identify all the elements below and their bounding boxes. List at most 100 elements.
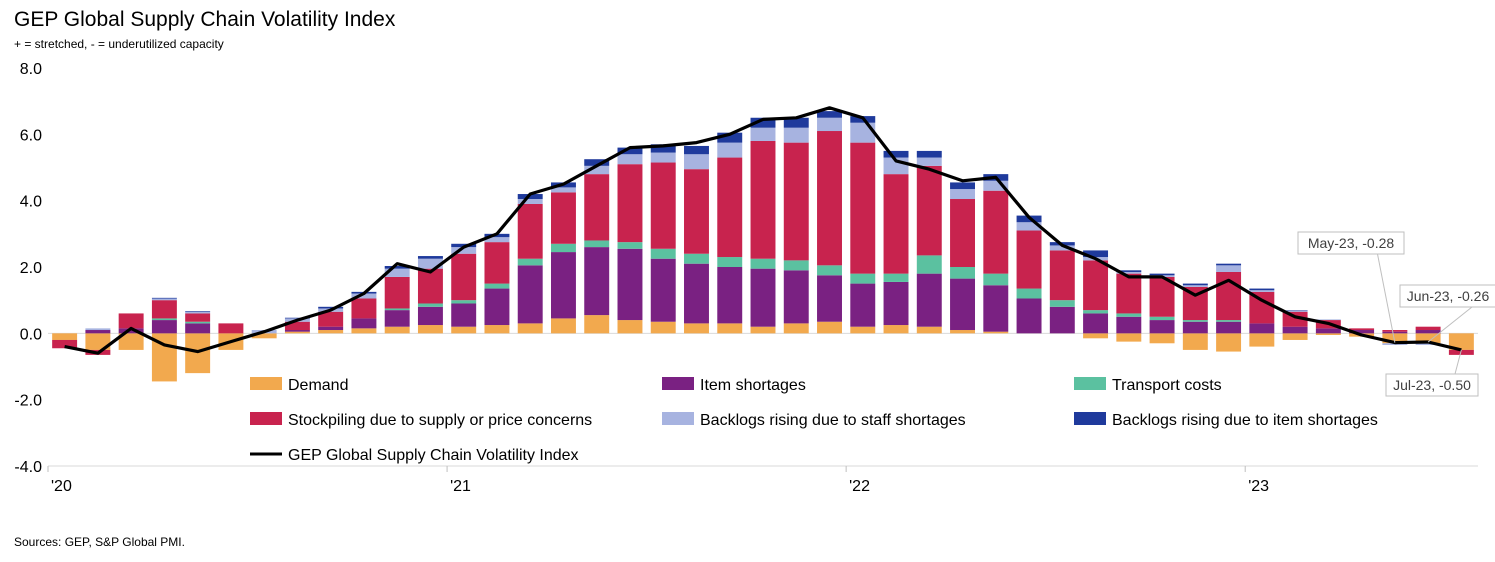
bar-segment xyxy=(118,328,144,334)
bar-segment xyxy=(1083,260,1109,311)
bar-segment xyxy=(1448,349,1474,355)
bar-segment xyxy=(484,283,510,289)
bar-segment xyxy=(484,288,510,326)
bar-segment xyxy=(983,190,1009,274)
bar-segment xyxy=(783,260,809,271)
bar-segment xyxy=(650,321,676,334)
annotation-box xyxy=(1385,373,1479,397)
bar-segment xyxy=(85,328,111,331)
bar-segment xyxy=(1182,333,1208,350)
bar-segment xyxy=(85,333,111,350)
bar-segment xyxy=(750,127,776,141)
bar-segment xyxy=(351,298,377,319)
bar-segment xyxy=(451,326,477,334)
y-tick-label: -2.0 xyxy=(14,393,42,410)
bar-segment xyxy=(1249,290,1275,292)
bar-segment xyxy=(451,253,477,301)
bar-segment xyxy=(650,248,676,259)
bar-segment xyxy=(1149,276,1175,317)
bar-segment xyxy=(983,285,1009,332)
bar-segment xyxy=(251,333,277,339)
bar-segment xyxy=(750,326,776,334)
bar-segment xyxy=(983,331,1009,334)
bar-segment xyxy=(1349,330,1375,334)
annotation-leader xyxy=(1427,306,1473,343)
bar-segment xyxy=(916,326,942,334)
bar-segment xyxy=(717,323,743,334)
bar-segment xyxy=(1182,285,1208,287)
bar-segment xyxy=(1415,333,1441,344)
bar-segment xyxy=(1083,333,1109,339)
bar-segment xyxy=(1382,333,1408,344)
bar-segment xyxy=(1049,245,1075,251)
bar-segment xyxy=(384,266,410,269)
bar-segment xyxy=(916,150,942,158)
bar-segment xyxy=(617,147,643,155)
bar-segment xyxy=(883,273,909,282)
bar-segment xyxy=(384,326,410,334)
y-tick-label: -4.0 xyxy=(14,459,42,476)
bar-segment xyxy=(550,192,576,244)
bar-segment xyxy=(318,330,344,334)
bar-segment xyxy=(584,240,610,248)
bar-segment xyxy=(1016,230,1042,289)
bar-segment xyxy=(1149,333,1175,344)
legend-label: Stockpiling due to supply or price conce… xyxy=(288,412,592,429)
legend-label: Demand xyxy=(288,377,348,394)
bar-segment xyxy=(750,140,776,259)
bar-segment xyxy=(384,276,410,309)
bar-segment xyxy=(1249,291,1275,324)
bar-segment xyxy=(617,154,643,165)
bar-segment xyxy=(883,150,909,158)
bar-segment xyxy=(52,333,78,340)
bar-segment xyxy=(850,283,876,327)
bar-segment xyxy=(584,315,610,334)
bar-segment xyxy=(1116,316,1142,334)
bar-segment xyxy=(617,320,643,334)
bar-segment xyxy=(783,142,809,261)
bar-segment xyxy=(550,187,576,193)
bar-segment xyxy=(318,306,344,309)
bar-segment xyxy=(817,117,842,132)
legend-label: Transport costs xyxy=(1112,377,1222,394)
bar-segment xyxy=(451,247,477,254)
bar-segment xyxy=(717,142,743,158)
bar-segment xyxy=(684,154,709,170)
y-tick-label: 0.0 xyxy=(20,326,42,343)
bar-segment xyxy=(916,165,942,256)
bar-segment xyxy=(883,281,909,326)
bar-segment xyxy=(517,194,543,200)
legend-swatch xyxy=(662,412,694,425)
bar-segment xyxy=(1282,310,1308,312)
bar-segment xyxy=(650,152,676,163)
bar-segment xyxy=(451,303,477,327)
bar-segment xyxy=(950,182,976,190)
bar-segment xyxy=(151,297,177,299)
bar-segment xyxy=(284,317,310,319)
bar-segment xyxy=(1016,298,1042,334)
bar-segment xyxy=(983,273,1009,286)
bar-segment xyxy=(817,131,842,266)
bar-segment xyxy=(185,323,211,334)
bar-segment xyxy=(1249,288,1275,291)
bar-segment xyxy=(1049,300,1075,307)
bar-segment xyxy=(484,242,510,284)
bar-segment xyxy=(284,321,310,331)
bar-segment xyxy=(1016,222,1042,231)
legend-swatch xyxy=(1074,377,1106,390)
x-tick-label: '20 xyxy=(51,478,72,495)
bar-segment xyxy=(684,323,709,334)
bar-segment xyxy=(950,267,976,279)
bar-segment xyxy=(783,117,809,128)
annotation-box xyxy=(1297,231,1405,255)
bar-segment xyxy=(52,339,78,349)
bar-segment xyxy=(185,333,211,374)
bar-segment xyxy=(1182,283,1208,286)
legend-label: GEP Global Supply Chain Volatility Index xyxy=(288,447,579,464)
bar-segment xyxy=(151,318,177,321)
bar-segment xyxy=(1049,250,1075,301)
bar-segment xyxy=(584,174,610,241)
y-tick-label: 4.0 xyxy=(20,194,42,211)
bar-segment xyxy=(817,111,842,118)
legend-swatch xyxy=(250,412,282,425)
